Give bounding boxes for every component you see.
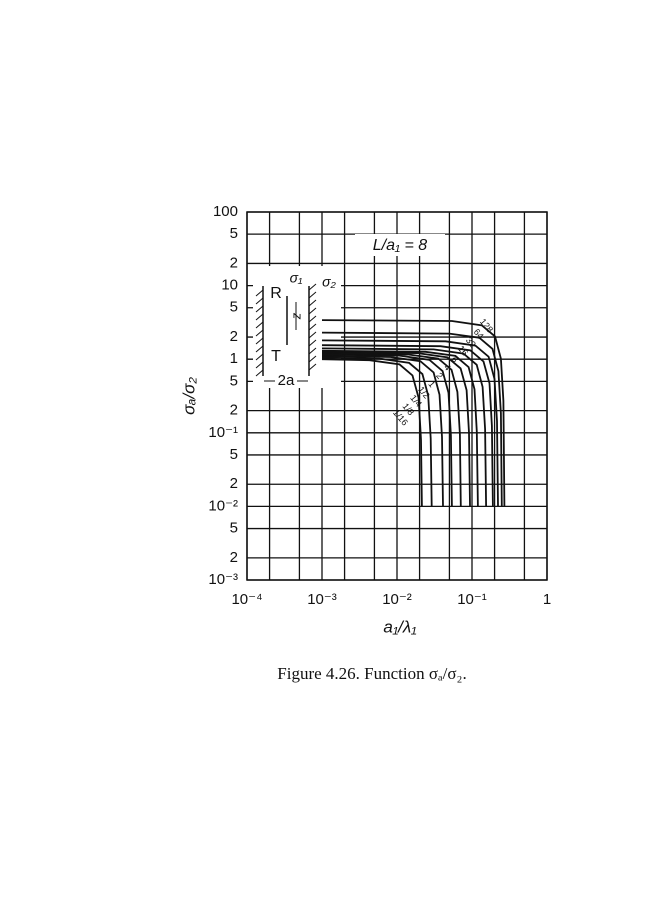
y-tick-label: 2 <box>230 475 238 492</box>
hatch <box>308 347 317 355</box>
inset-diagram: σ₁ σ₂ R Tz 2a <box>253 266 341 389</box>
y-tick-label: 10 <box>221 277 238 294</box>
hatch <box>255 305 264 313</box>
inset-label: T <box>271 348 281 365</box>
curve-label: 2 <box>434 371 445 381</box>
curve-label: 16 <box>456 344 470 358</box>
inset-label: z <box>288 312 303 320</box>
curve-label: 32 <box>464 335 478 349</box>
y-tick-label: 5 <box>230 225 238 242</box>
plot-frame <box>246 211 548 581</box>
y-tick-label: 5 <box>230 299 238 316</box>
hatch <box>255 289 264 297</box>
curve <box>321 339 499 507</box>
curve <box>321 331 503 507</box>
y-tick-label: 10⁻² <box>208 497 238 514</box>
x-tick-label: 10⁻² <box>382 591 412 608</box>
hatch <box>308 315 317 323</box>
y-tick-label: 1 <box>230 350 238 367</box>
y-tick-label: 10⁻¹ <box>208 424 238 441</box>
hatch <box>308 307 317 315</box>
x-tick-label: 10⁻³ <box>307 591 337 608</box>
y-tick-label: 100 <box>213 203 238 220</box>
caption: Figure 4.26. Function σₐ/σ₂. <box>277 664 466 683</box>
hatch <box>308 363 317 371</box>
annotation: L/a₁ = 8 <box>373 237 428 254</box>
hatch <box>255 353 264 361</box>
curve-label: 1 <box>426 379 437 389</box>
hatch <box>255 321 264 329</box>
y-tick-label: 2 <box>230 328 238 345</box>
hatch <box>308 339 317 347</box>
curve-label: 8 <box>450 354 461 364</box>
hatch <box>255 329 264 337</box>
curve-label: 64 <box>472 327 486 341</box>
hatch <box>308 283 317 291</box>
x-axis-label: a₁/λ₁ <box>383 617 416 636</box>
inset-label: σ₂ <box>322 274 336 290</box>
hatch <box>255 361 264 369</box>
inset-bg <box>253 266 341 388</box>
hatch <box>308 291 317 299</box>
curve <box>321 344 494 507</box>
inset-label: R <box>270 285 282 302</box>
hatch <box>255 345 264 353</box>
y-tick-label: 5 <box>230 446 238 463</box>
width-label-bg <box>275 373 297 389</box>
curve <box>321 356 433 507</box>
curve <box>321 351 471 507</box>
annotation-bg <box>355 234 445 256</box>
curve <box>321 349 479 507</box>
y-tick-label: 2 <box>230 549 238 566</box>
curve <box>321 347 487 507</box>
inset-label: σ₁ <box>290 270 303 286</box>
curve <box>321 358 423 507</box>
y-tick-label: 2 <box>230 254 238 271</box>
inset-label: 2a <box>278 372 295 389</box>
curve <box>321 319 506 507</box>
y-tick-label: 5 <box>230 372 238 389</box>
x-tick-label: 10⁻¹ <box>457 591 487 608</box>
hatch <box>255 313 264 321</box>
hatch <box>308 323 317 331</box>
curve <box>321 353 453 507</box>
y-axis-label: σₐ/σ₂ <box>179 377 198 415</box>
hatch <box>308 331 317 339</box>
x-tick-label: 10⁻⁴ <box>231 591 262 608</box>
y-tick-label: 5 <box>230 520 238 537</box>
hatch <box>308 355 317 363</box>
y-tick-label: 10⁻³ <box>208 571 238 588</box>
hatch <box>255 337 264 345</box>
hatch <box>308 299 317 307</box>
x-tick-label: 1 <box>543 591 551 608</box>
y-tick-label: 2 <box>230 402 238 419</box>
curve <box>321 355 444 507</box>
curve <box>321 352 462 507</box>
hatch <box>255 297 264 305</box>
hatch <box>255 369 264 377</box>
